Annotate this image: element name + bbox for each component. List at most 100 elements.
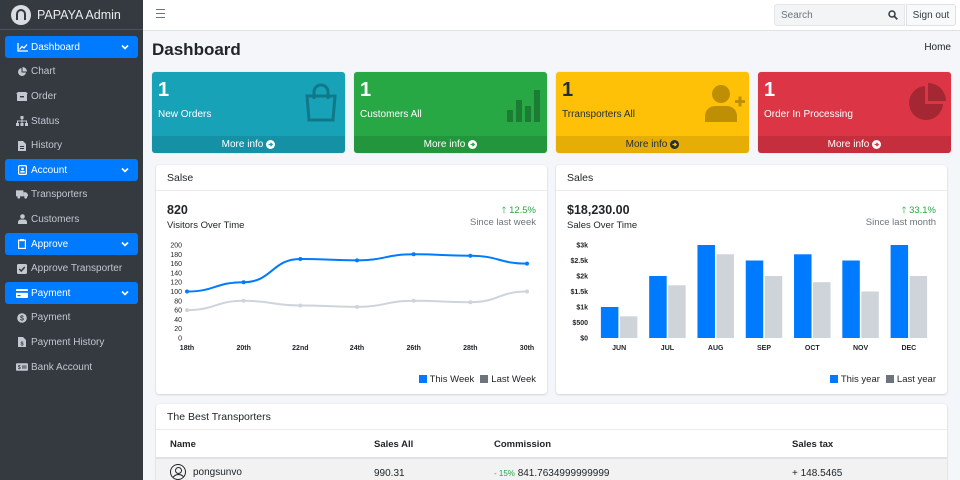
box-value: 1 — [158, 79, 170, 101]
file-icon — [16, 140, 28, 151]
customers-all-box: 1 Customers All More info — [354, 72, 547, 153]
box-label: Trransporters All — [562, 109, 635, 120]
sign-out-button[interactable]: Sign out — [906, 4, 956, 26]
sidebar-item-account[interactable]: Account — [5, 159, 138, 182]
data-point — [468, 253, 473, 258]
bar — [619, 316, 638, 338]
breadcrumb-home[interactable]: Home — [924, 42, 951, 53]
arrow-circle-right-icon — [468, 140, 478, 149]
x-tick-label: 22nd — [292, 345, 308, 352]
bar — [842, 260, 860, 338]
box-value: 1 — [562, 79, 574, 101]
sidebar-item-history[interactable]: History — [0, 133, 143, 158]
legend-item-this-week[interactable]: This Week — [418, 374, 474, 385]
x-tick-label: AUG — [708, 345, 724, 352]
top-navbar: Sign out — [143, 0, 960, 31]
sidebar-item-chart[interactable]: Chart — [0, 60, 143, 85]
sidebar-item-approve-transporter[interactable]: Approve Transporter — [0, 256, 143, 281]
x-tick-label: NOV — [853, 345, 869, 352]
y-tick-label: $500 — [572, 320, 588, 327]
brand-name: PAPAYA Admin — [37, 7, 121, 22]
sidebar: PAPAYA Admin Dashboard Chart Order Statu… — [0, 0, 143, 480]
bar — [764, 276, 783, 338]
card-title: Sales — [567, 172, 594, 184]
chevron-down-icon — [118, 290, 132, 296]
x-tick-label: 18th — [180, 345, 194, 352]
sidebar-item-order[interactable]: Order — [0, 84, 143, 109]
cell-name: pongsunvo — [193, 467, 242, 478]
table-row[interactable] — [156, 459, 947, 480]
sidebar-item-payment-history[interactable]: $ Payment History — [0, 330, 143, 355]
y-tick-label: 0 — [178, 336, 182, 343]
search-icon[interactable] — [883, 5, 903, 25]
y-tick-label: 100 — [170, 289, 182, 296]
menu-toggle-icon[interactable] — [156, 9, 165, 18]
sidebar-item-label: Bank Account — [31, 361, 93, 373]
sidebar-item-transporters[interactable]: Transporters — [0, 183, 143, 208]
sales-legend: This year Last year — [829, 374, 936, 385]
pie-chart-icon — [909, 83, 946, 120]
sales-since: Since last month — [865, 217, 936, 228]
data-point — [355, 258, 359, 263]
y-tick-label: 120 — [170, 280, 182, 287]
legend-item-this-year[interactable]: This year — [829, 374, 880, 385]
visitors-line-chart: 0 20 40 60 80 100 120 140 160 180 200 18th 20th 22nd 2… — [170, 243, 534, 353]
sidebar-item-approve[interactable]: Approve — [5, 233, 138, 256]
sidebar-item-status[interactable]: Status — [0, 109, 143, 134]
y-tick-label: 60 — [174, 308, 182, 315]
sales-total: $18,230.00 — [567, 203, 630, 217]
data-point — [411, 298, 416, 303]
arrow-circle-right-icon — [266, 140, 276, 149]
x-tick-label: SEP — [757, 345, 771, 352]
box-label: Customers All — [360, 109, 422, 120]
y-tick-label: 80 — [174, 298, 182, 305]
more-info-link[interactable]: More info — [758, 136, 951, 153]
sidebar-item-label: Customers — [31, 213, 80, 225]
box-label: Order In Processing — [764, 109, 853, 120]
sidebar-item-bank-account[interactable]: $ Bank Account — [0, 355, 143, 380]
more-info-link[interactable]: More info — [152, 136, 345, 153]
chart-area-icon — [16, 42, 28, 52]
search-input[interactable] — [775, 9, 883, 21]
box-label: New Orders — [158, 109, 212, 120]
y-tick-label: $2.5k — [570, 258, 588, 265]
sitemap-icon — [16, 116, 28, 127]
x-tick-label: 20th — [236, 345, 250, 352]
y-tick-label: $1.5k — [570, 289, 588, 296]
chart-pie-icon — [16, 66, 28, 77]
brand-link[interactable]: PAPAYA Admin — [0, 0, 143, 30]
legend-item-last-week[interactable]: Last Week — [480, 374, 536, 385]
clipboard-icon — [16, 239, 28, 250]
sales-change-value: 33.1% — [909, 205, 936, 216]
sidebar-item-customers[interactable]: Customers — [0, 207, 143, 232]
more-info-link[interactable]: More info — [556, 136, 749, 153]
bar — [813, 282, 831, 338]
column-header-commission: Commission — [494, 439, 552, 450]
file-invoice-icon: $ — [16, 337, 28, 348]
legend-item-last-year[interactable]: Last year — [885, 374, 936, 385]
legend-label: Last Week — [491, 374, 536, 385]
check-square-icon — [16, 263, 28, 274]
sidebar-item-label: History — [31, 140, 63, 152]
more-info-label: More info — [423, 139, 466, 150]
data-point — [355, 304, 359, 309]
x-tick-label: DEC — [901, 345, 916, 352]
more-info-link[interactable]: More info — [354, 136, 547, 153]
sales-card: Sales $18,230.00 Sales Over Time 🡑 33.1%… — [556, 165, 947, 394]
legend-label: Last year — [896, 374, 936, 385]
transporters-all-box: 1 Trransporters All More info — [556, 72, 749, 153]
chevron-down-icon — [118, 241, 132, 247]
sidebar-item-payment[interactable]: $ Payment — [0, 306, 143, 331]
sidebar-item-label: Order — [31, 90, 57, 102]
bar — [794, 254, 812, 338]
visitors-count: 820 — [167, 203, 188, 217]
x-tick-label: JUN — [612, 345, 626, 352]
sidebar-item-dashboard[interactable]: Dashboard — [5, 36, 138, 59]
data-point — [241, 298, 246, 303]
column-header-name: Name — [170, 439, 196, 450]
data-point — [185, 289, 189, 294]
sidebar-item-payment-group[interactable]: Payment — [5, 282, 138, 305]
y-tick-label: 20 — [174, 326, 182, 333]
box-value: 1 — [360, 79, 372, 101]
sidebar-item-label: Approve — [31, 238, 69, 250]
